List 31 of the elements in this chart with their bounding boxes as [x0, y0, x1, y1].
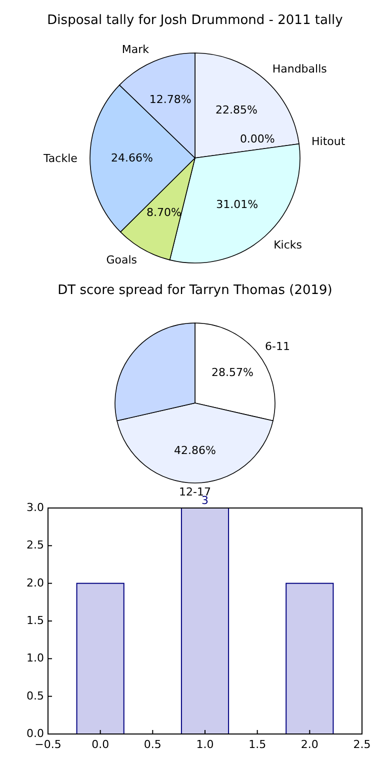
x-tick-label: 0.0: [92, 738, 110, 751]
y-tick-label: 0.0: [26, 727, 44, 740]
text: 0.00%: [240, 132, 275, 146]
y-tick-label: 3.0: [26, 501, 44, 514]
x-tick-label: 1.0: [196, 738, 214, 751]
x-tick-label: 2.5: [353, 738, 371, 751]
chart-title: DT score spread for Tarryn Thomas (2019): [58, 283, 332, 298]
data-label: 42.86%: [174, 444, 216, 458]
data-label: 24.66%: [111, 151, 153, 164]
category-label: Hitout: [312, 135, 346, 148]
y-tick-label: 0.5: [26, 689, 44, 702]
x-tick-label: 0.5: [144, 738, 162, 751]
chart-title: Disposal tally for Josh Drummond - 2011 tally: [47, 13, 344, 28]
y-tick-label: 1.0: [26, 652, 44, 665]
slice-label: Goals: [106, 253, 138, 266]
x-tick-label: 2.0: [300, 738, 318, 751]
y-tick-label: 2.0: [26, 576, 44, 590]
x-tick-label: 1.5: [248, 738, 266, 751]
slice-label: Kicks: [274, 238, 302, 252]
data-label: 8.70%: [146, 206, 182, 219]
slice-label: Tackle: [42, 152, 78, 165]
slice-label: Mark: [122, 42, 150, 56]
data-label: 12.78%: [149, 93, 192, 106]
slice-label: Handballs: [272, 62, 328, 76]
y-tick-label: 2.5: [26, 538, 44, 552]
data-label: 28.57%: [212, 366, 254, 380]
data-label: 22.85%: [215, 104, 258, 117]
slice-label: 6-11: [265, 340, 290, 354]
x-tick-label: −0.5: [34, 738, 62, 751]
y-tick-label: 1.5: [26, 614, 44, 628]
data-label: 31.01%: [216, 198, 258, 211]
